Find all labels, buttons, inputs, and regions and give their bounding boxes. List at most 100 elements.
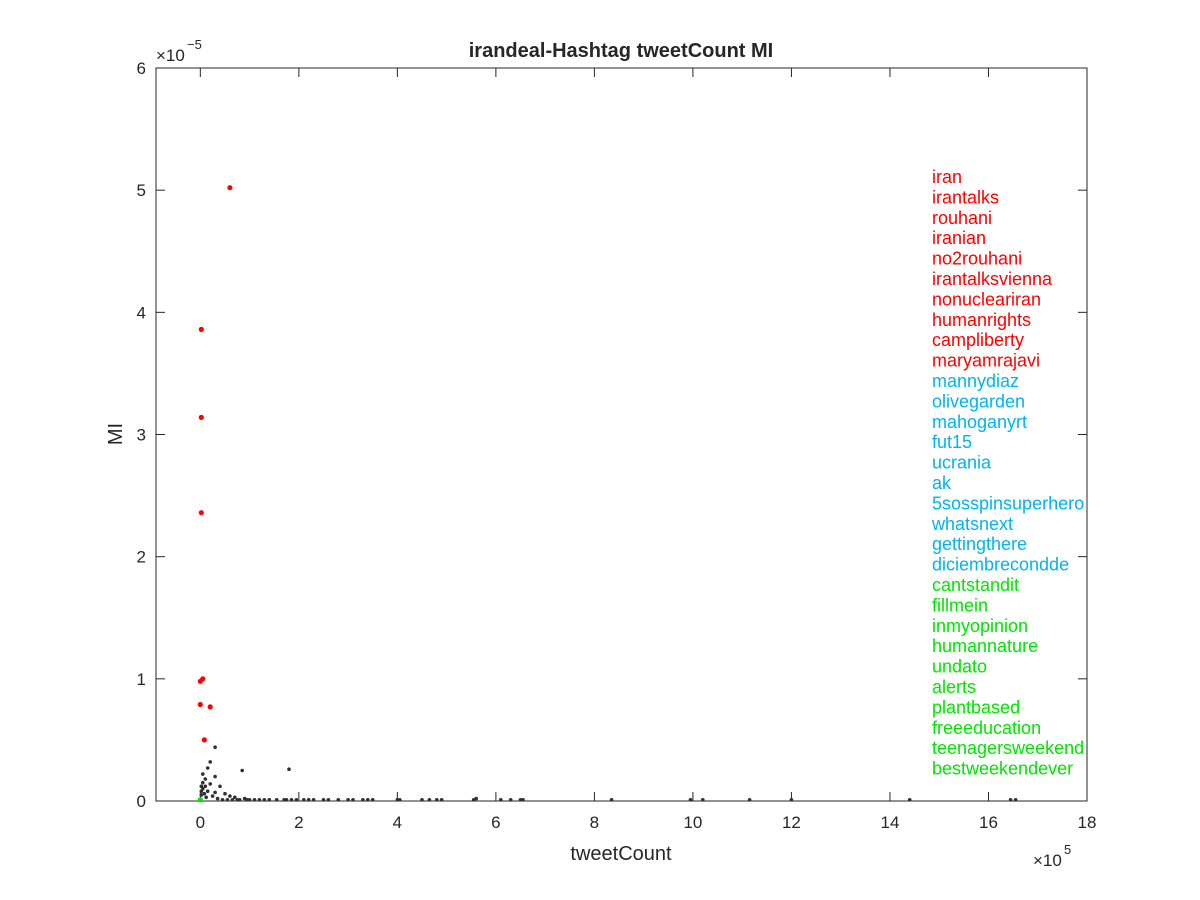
x-tick-label: 12 bbox=[782, 813, 801, 832]
other-data-point bbox=[1008, 798, 1013, 802]
legend-entry-red: humanrights bbox=[932, 310, 1031, 330]
legend-entry-red: iran bbox=[932, 167, 962, 187]
other-data-point bbox=[499, 798, 503, 802]
other-data-point bbox=[346, 798, 350, 802]
other-data-point bbox=[294, 798, 299, 802]
y-tick-label: 5 bbox=[137, 181, 146, 200]
y-tick-label: 1 bbox=[137, 670, 146, 689]
other-data-point bbox=[267, 798, 272, 802]
legend-entry-red: no2rouhani bbox=[932, 249, 1022, 269]
other-data-point bbox=[351, 798, 355, 802]
other-data-point bbox=[435, 798, 439, 802]
legend-entry-green: freeeducation bbox=[932, 718, 1041, 738]
legend-entry-green: bestweekendever bbox=[932, 759, 1073, 779]
red-data-point bbox=[198, 510, 204, 516]
other-data-point bbox=[233, 795, 237, 800]
legend-entry-green: fillmein bbox=[932, 595, 988, 615]
other-data-point bbox=[747, 798, 752, 802]
legend-entry-green: undato bbox=[932, 657, 987, 677]
x-tick-label: 8 bbox=[590, 813, 599, 832]
legend-entry-cyan: ucrania bbox=[932, 453, 992, 473]
other-data-point bbox=[284, 798, 289, 802]
other-data-point bbox=[205, 789, 210, 793]
legend-entry-red: nonucleariran bbox=[932, 289, 1041, 309]
other-data-point bbox=[223, 791, 227, 796]
y-axis-label: MI bbox=[105, 423, 127, 445]
y-exponent-base: ×10 bbox=[156, 46, 185, 65]
legend-entry-cyan: fut15 bbox=[932, 432, 972, 452]
y-tick-label: 4 bbox=[137, 303, 146, 322]
other-data-point bbox=[228, 794, 232, 798]
other-data-point bbox=[609, 798, 614, 802]
other-data-point bbox=[247, 798, 252, 802]
red-data-point bbox=[198, 326, 204, 332]
other-data-point bbox=[321, 798, 326, 802]
other-data-point bbox=[208, 760, 212, 764]
other-data-point bbox=[1013, 798, 1018, 802]
y-tick-label: 2 bbox=[137, 548, 146, 567]
x-tick-label: 16 bbox=[979, 813, 998, 832]
other-data-point bbox=[225, 798, 230, 802]
other-data-point bbox=[252, 798, 257, 802]
x-exponent: ×10 5 bbox=[1033, 842, 1071, 870]
other-data-point bbox=[199, 784, 204, 789]
legend-entry-cyan: ak bbox=[932, 473, 952, 493]
other-data-point bbox=[201, 772, 205, 776]
other-data-point bbox=[201, 780, 205, 785]
other-data-point bbox=[237, 798, 242, 802]
other-data-point bbox=[427, 798, 432, 802]
other-data-point bbox=[907, 798, 912, 802]
other-data-point bbox=[439, 798, 444, 802]
y-tick-label: 3 bbox=[137, 426, 146, 445]
y-axis-ticks: 0 1 2 3 4 5 6 bbox=[137, 59, 1087, 811]
legend-entry-red: campliberty bbox=[932, 330, 1024, 350]
other-data-point bbox=[518, 798, 523, 802]
y-exponent: ×10 −5 bbox=[156, 37, 202, 65]
other-data-point bbox=[220, 798, 225, 802]
red-data-point bbox=[197, 678, 203, 684]
other-hashtag-points bbox=[199, 745, 1018, 802]
legend-entry-cyan: mannydiaz bbox=[932, 371, 1019, 391]
legend-entry-red: irantalksvienna bbox=[932, 269, 1053, 289]
other-data-point bbox=[701, 798, 705, 802]
other-data-point bbox=[521, 798, 525, 802]
x-tick-label: 0 bbox=[196, 813, 205, 832]
other-data-point bbox=[306, 798, 311, 802]
other-data-point bbox=[366, 798, 370, 802]
other-data-point bbox=[326, 798, 331, 802]
other-data-point bbox=[420, 798, 424, 802]
legend-entry-green: alerts bbox=[932, 677, 976, 697]
x-exponent-power: 5 bbox=[1064, 842, 1071, 857]
other-data-point bbox=[302, 798, 306, 802]
other-data-point bbox=[398, 798, 402, 802]
other-data-point bbox=[203, 784, 208, 789]
legend-entry-red: maryamrajavi bbox=[932, 351, 1040, 371]
red-data-point bbox=[197, 701, 203, 708]
other-data-point bbox=[230, 798, 235, 802]
other-data-point bbox=[474, 796, 479, 801]
x-tick-label: 18 bbox=[1078, 813, 1097, 832]
x-exponent-base: ×10 bbox=[1033, 851, 1062, 870]
other-data-point bbox=[508, 798, 513, 802]
other-data-point bbox=[361, 798, 365, 802]
other-data-point bbox=[289, 798, 294, 802]
legend-entry-cyan: gettingthere bbox=[932, 534, 1027, 554]
other-data-point bbox=[257, 798, 262, 802]
other-data-point bbox=[205, 766, 210, 770]
other-data-point bbox=[202, 791, 207, 796]
legend-entry-green: humannature bbox=[932, 636, 1038, 656]
legend-entry-red: irantalks bbox=[932, 187, 999, 207]
other-data-point bbox=[336, 798, 341, 802]
x-tick-label: 14 bbox=[881, 813, 900, 832]
other-data-point bbox=[208, 782, 212, 786]
other-data-point bbox=[218, 784, 222, 789]
legend-entry-red: iranian bbox=[932, 228, 986, 248]
other-data-point bbox=[370, 798, 375, 802]
other-data-point bbox=[203, 777, 208, 781]
highlighted-hashtag-points bbox=[197, 185, 233, 803]
green-data-point bbox=[197, 797, 203, 803]
x-axis-ticks: 0 2 4 6 8 10 12 14 16 18 bbox=[196, 68, 1097, 832]
x-tick-label: 4 bbox=[393, 813, 402, 832]
x-tick-label: 2 bbox=[294, 813, 303, 832]
